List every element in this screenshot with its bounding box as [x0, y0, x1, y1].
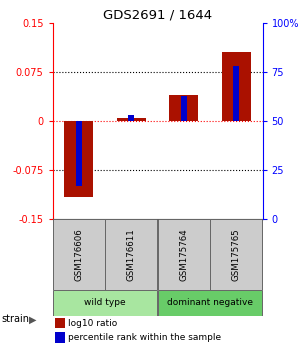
Bar — [55, 318, 65, 328]
Text: GSM176606: GSM176606 — [74, 228, 83, 281]
Bar — [76, 121, 82, 186]
Bar — [55, 332, 65, 343]
Bar — [64, 121, 93, 196]
Bar — [158, 290, 262, 316]
Bar — [222, 52, 251, 121]
Text: ▶: ▶ — [28, 314, 36, 324]
Bar — [169, 95, 198, 121]
Text: log10 ratio: log10 ratio — [68, 319, 118, 327]
Text: strain: strain — [2, 314, 29, 324]
Text: GSM176611: GSM176611 — [127, 228, 136, 281]
Bar — [210, 219, 262, 290]
Bar — [53, 290, 157, 316]
Text: wild type: wild type — [84, 298, 126, 307]
Bar — [233, 66, 239, 121]
Bar — [117, 118, 146, 121]
Bar — [181, 96, 187, 121]
Bar — [158, 219, 210, 290]
Text: percentile rank within the sample: percentile rank within the sample — [68, 333, 221, 342]
Text: dominant negative: dominant negative — [167, 298, 253, 307]
Text: GSM175764: GSM175764 — [179, 228, 188, 281]
Bar — [128, 115, 134, 121]
Title: GDS2691 / 1644: GDS2691 / 1644 — [103, 9, 212, 22]
Text: GSM175765: GSM175765 — [232, 228, 241, 281]
Bar — [105, 219, 157, 290]
Bar — [53, 219, 105, 290]
